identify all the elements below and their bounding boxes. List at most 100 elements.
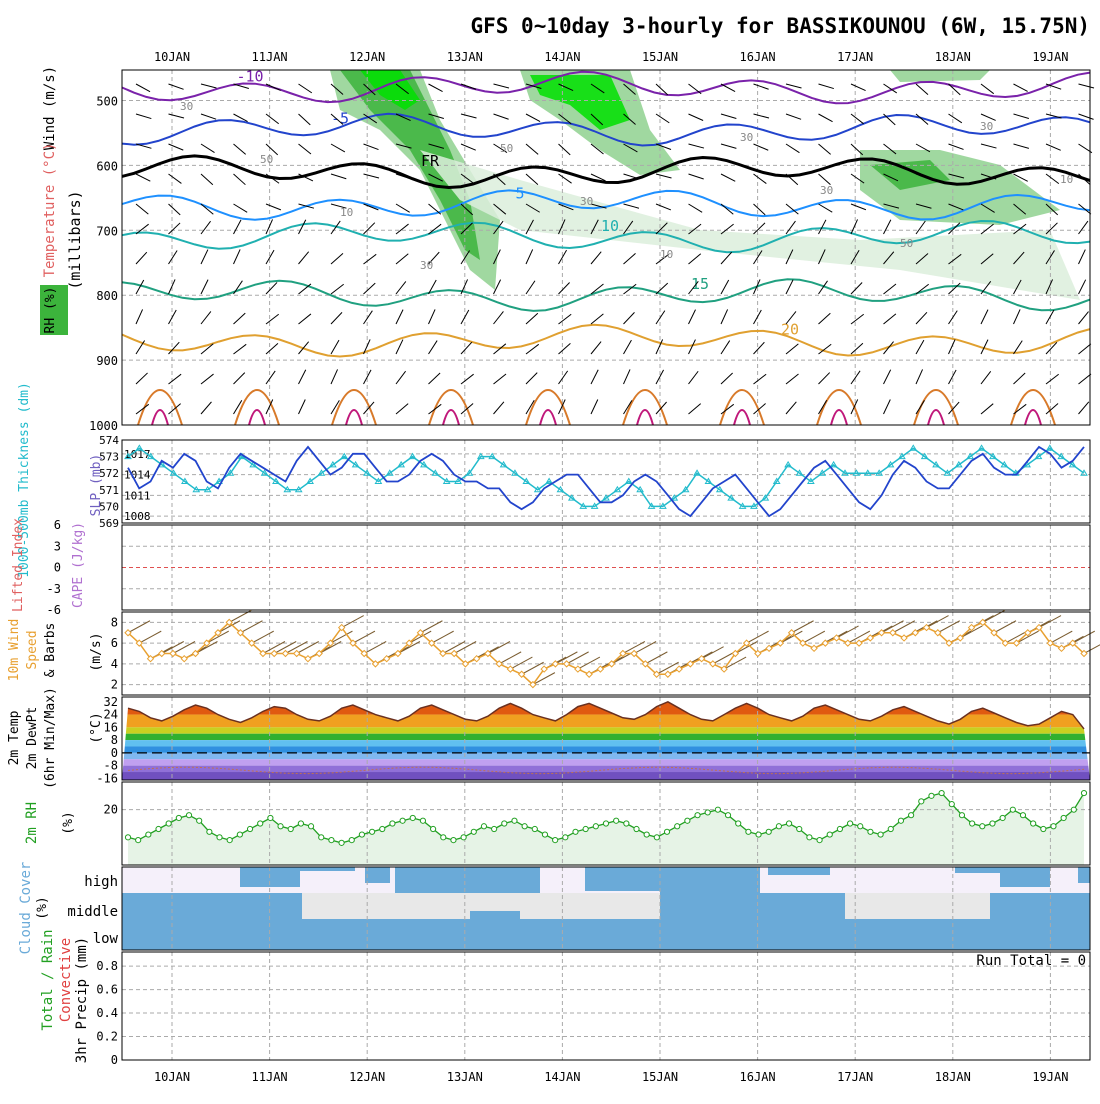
rh-point	[389, 820, 396, 827]
surface-wind-barb	[892, 620, 916, 634]
wind-barb	[818, 312, 831, 325]
surface-wind-barb	[352, 630, 376, 644]
thickness-point	[1057, 452, 1066, 460]
wind-barb	[883, 83, 898, 94]
hot-contour	[636, 409, 654, 426]
cloud-high-bar	[1078, 867, 1090, 883]
rh-point	[958, 812, 966, 819]
panel-frame	[121, 696, 1091, 781]
wind-barb	[753, 341, 765, 355]
thickness-point	[1000, 460, 1009, 468]
bottom-date-label: 16JAN	[740, 1070, 776, 1084]
wind-barb	[980, 403, 994, 415]
wind-barb	[298, 83, 313, 94]
rh-point	[684, 817, 691, 824]
surface-wind-barb	[431, 630, 454, 644]
lifted-index-tick: -6	[47, 603, 61, 617]
wind-speed-point	[326, 639, 335, 647]
wind-barb	[623, 113, 636, 125]
rh-point	[145, 831, 152, 838]
wind-barb	[915, 203, 932, 209]
wind-barb	[233, 203, 248, 213]
wind-barb	[1078, 173, 1091, 186]
wind-barb	[168, 83, 184, 90]
rh-contour-label: 30	[180, 100, 193, 113]
wind-speed-point	[529, 680, 537, 689]
thickness-point	[954, 460, 963, 468]
wind-speed-point	[585, 670, 593, 678]
rh-point	[124, 834, 132, 841]
wind-speed-point	[461, 660, 470, 668]
rh-point	[368, 828, 376, 835]
rh-point	[816, 837, 823, 844]
wind-barb	[980, 309, 989, 325]
cloud-high-bar	[365, 867, 390, 883]
wind-barb	[980, 143, 997, 149]
rh-point	[826, 831, 833, 838]
rh-point	[338, 839, 345, 846]
isotherm-label: FR	[421, 152, 440, 170]
rh-point	[379, 825, 386, 833]
wind-barb	[850, 313, 865, 325]
wind-barb	[915, 369, 924, 385]
wind-speed-point	[304, 654, 312, 663]
thickness-point	[772, 477, 781, 484]
rh-point	[501, 820, 508, 827]
wind-barb	[655, 203, 672, 211]
pressure-tick-label: 700	[96, 224, 118, 238]
isotherm-line	[121, 70, 1091, 105]
wind-barb	[298, 283, 312, 295]
wind-barb	[1078, 401, 1090, 415]
rh-contour-label: 30	[420, 259, 433, 272]
wind-speed-point	[934, 629, 942, 637]
wind-speed-point	[596, 665, 605, 673]
rh-point	[1080, 789, 1088, 797]
wind-barb	[850, 173, 865, 184]
surface-wind-barb	[206, 630, 229, 644]
warm-contour	[525, 389, 571, 426]
thickness-point	[681, 485, 690, 493]
panel-frame	[121, 611, 1091, 696]
isotherm-label: -10	[236, 68, 263, 86]
wind-barb	[785, 173, 799, 186]
wind-barb	[980, 223, 994, 235]
surface-wind-barb	[1038, 615, 1062, 629]
wind-barb	[395, 309, 404, 325]
wind-speed-point	[619, 649, 627, 658]
wind-barb	[168, 373, 182, 385]
wind-speed-point	[1046, 639, 1054, 647]
thickness-point	[294, 485, 303, 493]
wind-barb	[200, 311, 212, 325]
lifted-index-tick: 6	[54, 518, 61, 532]
rh-shading	[870, 160, 950, 190]
isotherm-line	[121, 112, 1091, 147]
thickness-point	[602, 494, 610, 501]
thickness-point	[385, 469, 394, 476]
surface-wind-barb	[161, 641, 184, 654]
wind-barb	[1013, 173, 1028, 182]
wind-barb	[395, 203, 410, 213]
wind-barb	[590, 173, 606, 182]
wind-barb	[688, 253, 702, 265]
rh-point	[1070, 806, 1077, 813]
surface-wind-barb	[532, 672, 556, 686]
precip-label-total: Total / Rain	[40, 929, 56, 1030]
wind-barb	[1045, 250, 1055, 265]
rh-contour-label: 50	[900, 237, 913, 250]
thickness-point	[397, 460, 406, 468]
wind-barb	[753, 203, 766, 216]
wind-barb	[785, 401, 797, 415]
wind-barb	[1045, 309, 1055, 325]
wind-barb	[330, 203, 347, 209]
rh-point	[511, 817, 518, 824]
wind-barb	[298, 251, 310, 265]
isotherm-label: 5	[515, 184, 524, 202]
thickness-point	[750, 502, 758, 509]
wind-barb	[1045, 279, 1054, 295]
upper-air-panel: 500 600 700 800 900 1000 -10 -5 FR 5 10 15 20 30 50 10 3…	[40, 66, 1095, 433]
wind-barb	[135, 251, 148, 265]
thickness-point	[499, 460, 508, 468]
surface-wind-barb	[780, 630, 803, 644]
rh-point	[663, 828, 671, 835]
thickness-point	[590, 502, 599, 509]
